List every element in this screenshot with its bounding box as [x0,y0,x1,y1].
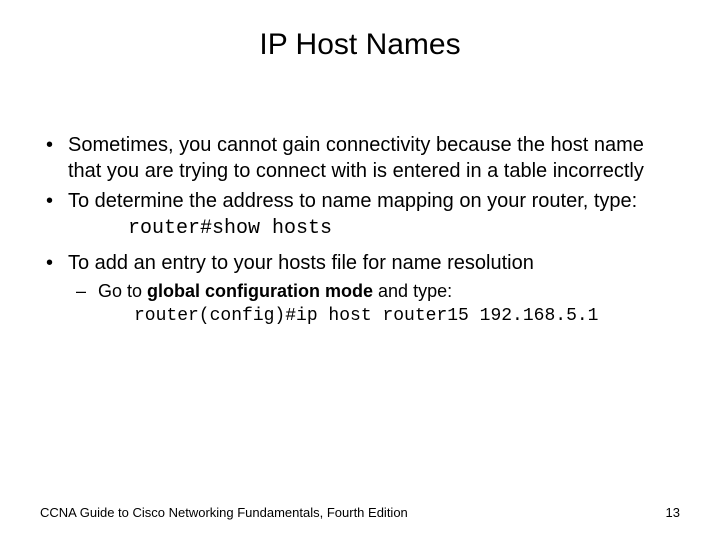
bullet-item: Sometimes, you cannot gain connectivity … [40,132,680,184]
code-line: router#show hosts [68,216,680,242]
slide: IP Host Names Sometimes, you cannot gain… [0,0,720,540]
bullet-item: To add an entry to your hosts file for n… [40,250,680,329]
bullet-text: To add an entry to your hosts file for n… [68,252,534,274]
code-line: router(config)#ip host router15 192.168.… [98,305,680,328]
bullet-text: To determine the address to name mapping… [68,190,637,212]
slide-content: Sometimes, you cannot gain connectivity … [40,132,680,329]
sub-bullet-list: Go to global configuration mode and type… [68,280,680,329]
sub-text-pre: Go to [98,281,147,301]
bullet-list: Sometimes, you cannot gain connectivity … [40,132,680,329]
page-number: 13 [666,505,680,520]
sub-bullet-item: Go to global configuration mode and type… [68,280,680,329]
sub-text-bold: global configuration mode [147,281,373,301]
footer-source: CCNA Guide to Cisco Networking Fundament… [40,505,408,520]
bullet-item: To determine the address to name mapping… [40,188,680,242]
slide-footer: CCNA Guide to Cisco Networking Fundament… [40,505,680,520]
slide-title: IP Host Names [40,28,680,62]
sub-text-post: and type: [373,281,452,301]
